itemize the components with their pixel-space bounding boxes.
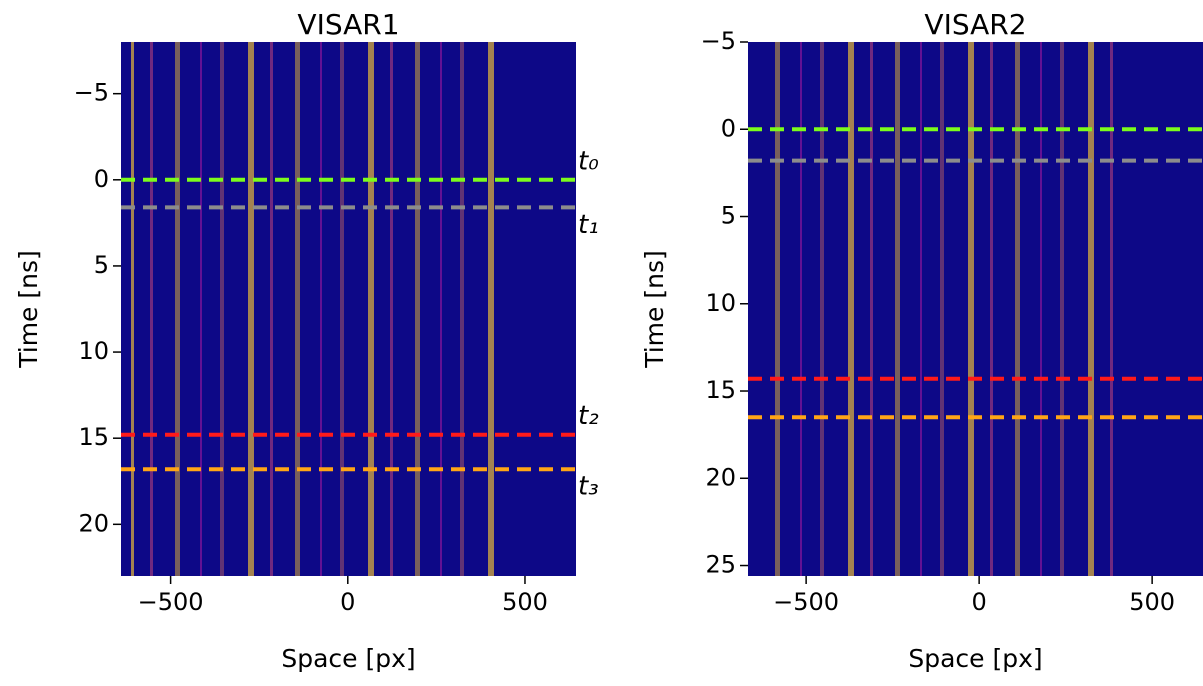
- panel-title: VISAR2: [924, 8, 1026, 41]
- x-axis-label: Space [px]: [281, 644, 415, 673]
- time-marker-label: t₂: [578, 401, 599, 431]
- y-tick-label: 10: [78, 337, 109, 365]
- y-tick-label: 5: [94, 251, 109, 279]
- y-tick-label: 25: [705, 551, 736, 579]
- image-streaks: [758, 42, 1132, 576]
- x-tick-label: 0: [340, 588, 355, 616]
- y-tick-label: 10: [705, 289, 736, 317]
- x-tick-label: −500: [138, 588, 204, 616]
- y-axis-label: Time [ns]: [14, 250, 43, 369]
- y-tick-label: 20: [705, 463, 736, 491]
- time-marker-label: t₀: [578, 146, 599, 176]
- time-marker-label: t₁: [578, 210, 599, 240]
- y-tick-label: 15: [78, 423, 109, 451]
- x-tick-label: 500: [1129, 588, 1175, 616]
- x-axis-label: Space [px]: [908, 644, 1042, 673]
- panel-title: VISAR1: [297, 8, 399, 41]
- y-tick-label: 20: [78, 509, 109, 537]
- y-tick-label: 0: [721, 114, 736, 142]
- y-tick-label: 0: [94, 165, 109, 193]
- y-tick-label: 15: [705, 376, 736, 404]
- x-tick-label: 0: [971, 588, 986, 616]
- y-tick-label: −5: [701, 27, 736, 55]
- x-tick-label: 500: [502, 588, 548, 616]
- y-axis-label: Time [ns]: [640, 250, 669, 369]
- x-tick-label: −500: [773, 588, 839, 616]
- image-streaks: [131, 42, 505, 576]
- time-marker-label: t₃: [578, 472, 599, 502]
- y-tick-label: 5: [721, 202, 736, 230]
- y-tick-label: −5: [74, 79, 109, 107]
